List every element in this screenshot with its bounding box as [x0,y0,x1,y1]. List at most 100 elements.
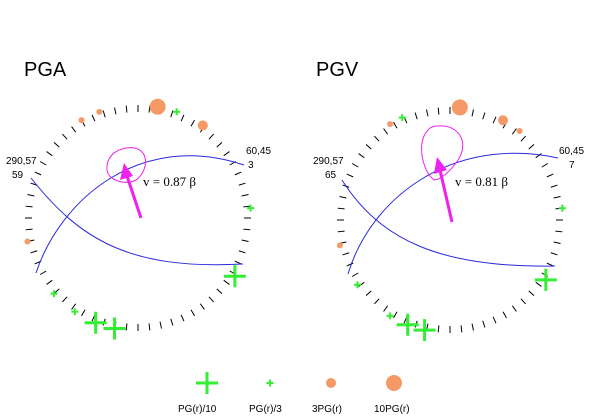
station-symbol [247,204,255,212]
tick-mark [27,194,35,197]
tick-mark [383,305,389,312]
tick-mark [180,314,185,322]
tick-mark [520,135,526,142]
tick-mark [346,173,354,178]
pgv-nodal-plane-1 [341,179,556,267]
station-symbol [336,242,343,249]
station-symbol [398,114,406,122]
tick-mark [53,142,60,148]
tick-mark [511,305,517,312]
tick-mark [216,288,223,294]
tick-mark [238,182,246,186]
tick-mark [71,126,77,133]
tick-mark [91,114,96,122]
tick-mark [159,321,162,329]
tick-mark [535,153,542,159]
tick-mark [414,112,418,120]
tick-mark [223,151,230,157]
legend-label-10pg: 10PG(r) [374,404,410,415]
tick-mark [535,281,542,287]
tick-mark [234,260,242,265]
tick-mark [241,194,249,197]
pga-velocity-arrow [125,175,143,219]
pga-title: PGA [24,59,67,81]
tick-mark [234,171,242,176]
tick-mark [238,250,246,254]
legend-symbol-pg-div-3 [266,379,274,387]
pga-vector-label: v = 0.87 β [143,174,196,189]
tick-mark [482,112,486,120]
tick-mark [351,163,359,168]
tick-mark [511,128,517,135]
tick-mark [541,163,549,168]
tick-mark [25,228,33,231]
tick-mark [216,142,223,148]
tick-mark [46,151,53,157]
station-symbol [558,204,566,212]
station-symbol [413,319,436,342]
pgv-station-symbols [336,99,566,342]
symbol-legend: PG(r)/10 PG(r)/3 3PG(r) 10PG(r) [178,372,410,415]
tick-mark [337,207,345,210]
station-symbol [149,98,166,115]
tick-mark [102,110,106,118]
pgv-nodal-plane-2 [347,152,559,275]
tick-mark [337,230,345,233]
tick-mark [520,298,526,305]
pga-panel: PGA 290,57 59 60,45 3 v = 0.87 β [6,59,271,340]
legend-symbol-pg-div-10 [196,372,218,394]
tick-mark [170,110,174,118]
tick-mark [546,173,554,178]
station-symbol [78,117,85,124]
tick-mark [383,128,389,135]
tick-mark [190,119,195,127]
station-symbol [84,311,107,334]
tick-mark [553,196,561,199]
tick-mark [170,318,174,326]
pga-arrowhead [120,163,133,180]
tick-mark [437,325,440,333]
tick-mark [426,109,429,117]
tick-mark [62,296,68,303]
tick-mark [208,296,214,303]
tick-mark [39,161,47,166]
station-symbol [498,115,509,126]
station-symbol [96,108,103,115]
tick-mark [374,298,380,305]
tick-mark [502,311,507,319]
legend-label-3pg: 3PG(r) [312,404,342,415]
tick-mark [528,290,535,296]
legend-mark [386,375,402,391]
tick-mark [471,109,474,117]
tick-mark [125,105,128,113]
tick-mark [81,309,86,317]
station-symbol [396,313,419,336]
tick-mark [30,250,38,254]
tick-mark [492,116,497,124]
tick-mark [528,144,535,150]
tick-mark [243,205,251,208]
tick-mark [374,135,380,142]
pgv-panel: PGV 290,57 65 60,45 7 v = 0.81 β [313,59,584,342]
pgv-right-label-1: 60,45 [559,146,584,157]
tick-mark [437,107,440,115]
station-symbol [173,108,181,116]
tick-mark [550,184,558,188]
station-symbol [386,312,394,320]
pgv-title: PGV [316,59,359,81]
station-symbol [223,265,246,288]
tick-mark [190,309,195,317]
tick-mark [393,311,398,319]
tick-mark [492,316,497,324]
tick-mark [546,262,554,267]
tick-mark [358,153,365,159]
legend-symbol-3pg [326,378,336,388]
tick-mark [393,121,398,129]
station-symbol [50,290,58,298]
tick-mark [351,272,359,277]
tick-mark [365,144,372,150]
pgv-arrowhead [434,157,447,174]
tick-mark [208,133,214,140]
tick-mark [471,323,474,331]
